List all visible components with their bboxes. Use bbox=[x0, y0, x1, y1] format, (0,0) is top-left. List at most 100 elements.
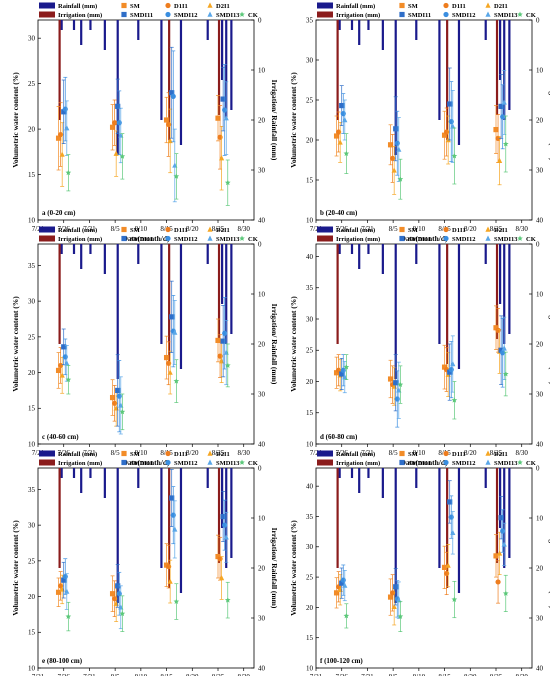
x-tick-label: 8/15 bbox=[160, 673, 173, 676]
y-tick-label: 35 bbox=[306, 16, 314, 24]
x-tick-label: 7/21 bbox=[32, 673, 45, 676]
point-sm bbox=[387, 142, 394, 148]
y-axis-label-left: Volumetric water content (%) bbox=[11, 72, 20, 168]
y-right-tick-label: 10 bbox=[536, 514, 544, 522]
legend-swatch-rainfall bbox=[39, 2, 55, 9]
legend-label-sm: SM bbox=[130, 451, 140, 458]
y-axis-label-left: Volumetric water content (%) bbox=[289, 72, 298, 168]
irrigation-bar bbox=[495, 20, 499, 115]
point-smdi11 bbox=[498, 515, 504, 521]
x-tick-label: 7/26 bbox=[57, 449, 70, 457]
rainfall-bar bbox=[225, 244, 228, 344]
y-right-tick-label: 30 bbox=[258, 614, 266, 622]
x-tick-label: 7/21 bbox=[310, 673, 323, 676]
point-ck bbox=[65, 613, 72, 619]
y-tick-label: 30 bbox=[306, 56, 314, 64]
legend-marker-sm bbox=[399, 226, 405, 233]
y-tick-label: 35 bbox=[28, 262, 36, 270]
point-ck bbox=[397, 381, 404, 388]
rainfall-bar bbox=[103, 20, 106, 50]
rainfall-bar bbox=[72, 468, 76, 478]
legend-label-irrigation: Irrigation (mm) bbox=[58, 236, 102, 243]
legend-label-irrigation: Irrigation (mm) bbox=[58, 12, 102, 19]
x-tick-label: 8/20 bbox=[186, 225, 199, 233]
legend-marker-d2i1 bbox=[485, 226, 491, 232]
legend-label-smdi11: SMDI11 bbox=[408, 236, 431, 243]
legend-label-d1i1: D1I1 bbox=[174, 227, 188, 234]
legend-marker-sm bbox=[399, 450, 405, 457]
y-tick-label: 35 bbox=[306, 513, 314, 521]
irrigation-bar bbox=[495, 244, 499, 339]
y-tick-label: 25 bbox=[28, 80, 36, 88]
x-tick-label: 8/30 bbox=[237, 449, 250, 457]
point-ck bbox=[343, 150, 350, 157]
point-ck bbox=[397, 613, 404, 619]
point-sm bbox=[441, 364, 448, 370]
legend-label-ck: CK bbox=[526, 236, 536, 243]
point-smdi13 bbox=[64, 360, 70, 366]
x-tick-label: 7/21 bbox=[310, 449, 323, 457]
irrigation-bar bbox=[168, 244, 171, 364]
x-tick-label: 8/10 bbox=[413, 673, 426, 676]
point-smdi11 bbox=[115, 387, 121, 394]
legend-marker-ck bbox=[517, 11, 523, 17]
x-tick-label: 8/5 bbox=[389, 673, 398, 676]
x-tick-label: 7/21 bbox=[32, 225, 45, 233]
point-smdi11 bbox=[393, 380, 399, 386]
point-smdi11 bbox=[339, 103, 345, 109]
legend-swatch-rainfall bbox=[317, 226, 333, 233]
irrigation-bar bbox=[217, 244, 221, 339]
rainfall-bar bbox=[80, 468, 83, 493]
point-ck bbox=[502, 371, 509, 377]
x-tick-label: 8/10 bbox=[135, 449, 148, 457]
legend-marker-smdi13 bbox=[207, 459, 213, 465]
x-tick-label: 7/31 bbox=[361, 673, 374, 676]
rainfall-bar bbox=[350, 20, 354, 30]
chart-panel-6: 10 15 20 25 30 35 40 0 10 20 30 40 7/21 7/26 7/31 8/5 8/… bbox=[289, 450, 550, 676]
x-tick-label: 7/31 bbox=[83, 673, 96, 676]
legend-swatch-irrigation bbox=[39, 235, 55, 242]
rainfall-bar bbox=[358, 468, 361, 493]
x-tick-label: 8/30 bbox=[237, 673, 250, 676]
legend-marker-smdi12 bbox=[443, 235, 449, 242]
legend-label-d1i1: D1I1 bbox=[452, 451, 466, 458]
legend-marker-smdi12 bbox=[165, 459, 171, 466]
y-axis-label-left: Volumetric water content (%) bbox=[289, 520, 298, 616]
legend-marker-d1i1 bbox=[443, 2, 449, 9]
point-smdi11 bbox=[447, 101, 453, 107]
rainfall-bar bbox=[457, 20, 461, 145]
y-tick-label: 25 bbox=[306, 347, 314, 355]
rainfall-bar bbox=[499, 244, 502, 304]
x-tick-label: 8/5 bbox=[111, 673, 120, 676]
y-tick-label: 10 bbox=[28, 664, 36, 672]
rainfall-bar bbox=[394, 244, 397, 379]
rainfall-bar bbox=[225, 20, 228, 120]
legend-marker-d1i1 bbox=[443, 226, 449, 233]
y-tick-label: 10 bbox=[28, 440, 36, 448]
point-smdi11 bbox=[220, 513, 226, 520]
x-tick-label: 8/20 bbox=[464, 449, 477, 457]
point-smdi13 bbox=[501, 541, 507, 547]
rainfall-bar bbox=[230, 20, 233, 110]
panel-label: b (20-40 cm) bbox=[320, 209, 358, 217]
legend-marker-ck bbox=[239, 11, 245, 17]
rainfall-bar bbox=[438, 468, 441, 568]
y-right-tick-label: 20 bbox=[258, 564, 266, 572]
legend-marker-d1i1 bbox=[443, 450, 449, 457]
y-tick-label: 40 bbox=[306, 253, 314, 261]
irrigation-bar bbox=[336, 20, 339, 120]
irrigation-bar bbox=[217, 20, 221, 115]
y-tick-label: 15 bbox=[306, 409, 314, 417]
rainfall-bar bbox=[103, 244, 106, 274]
legend-marker-smdi13 bbox=[207, 235, 213, 241]
legend-label-irrigation: Irrigation (mm) bbox=[336, 236, 380, 243]
rainfall-bar bbox=[350, 244, 354, 254]
y-tick-label: 30 bbox=[28, 35, 36, 43]
y-right-tick-label: 10 bbox=[258, 290, 266, 298]
point-d2i1 bbox=[59, 151, 65, 157]
point-smdi13 bbox=[223, 115, 229, 121]
irrigation-bar bbox=[336, 244, 339, 344]
point-smdi11 bbox=[61, 344, 67, 350]
y-tick-label: 30 bbox=[28, 298, 36, 306]
point-ck bbox=[224, 597, 231, 603]
